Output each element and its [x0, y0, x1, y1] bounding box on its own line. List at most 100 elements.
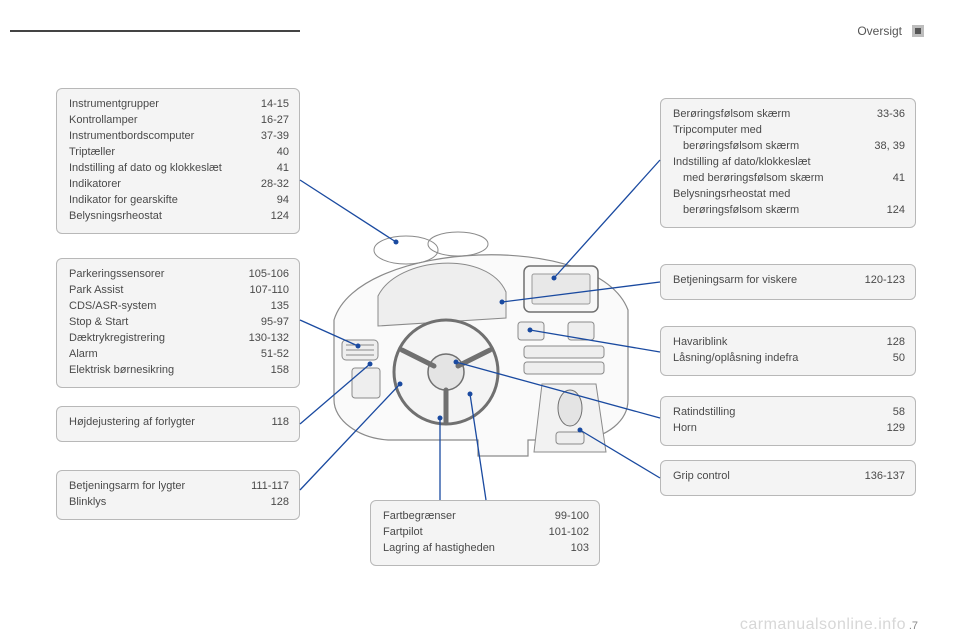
index-pages: 33-36: [857, 107, 905, 123]
index-label: Alarm: [69, 347, 110, 363]
index-label: Instrumentgrupper: [69, 97, 171, 113]
index-row: Kontrollamper 16-27: [69, 113, 289, 129]
index-row: Lagring af hastigheden 103: [383, 541, 589, 557]
index-row: Stop & Start95-97: [69, 315, 289, 331]
top-rule: [10, 30, 300, 32]
index-label: Elektrisk børnesikring: [69, 363, 186, 379]
index-label: Belysningsrheostat med: [673, 187, 802, 203]
index-label: med berøringsfølsom skærm: [673, 171, 836, 187]
index-row: Elektrisk børnesikring 158: [69, 363, 289, 379]
index-pages: 128: [241, 495, 289, 511]
index-row: Grip control 136-137: [673, 469, 905, 485]
index-pages: 16-27: [241, 113, 289, 129]
index-label: Dæktrykregistrering: [69, 331, 177, 347]
index-row: Indikator for gearskifte94: [69, 193, 289, 209]
index-pages: 103: [541, 541, 589, 557]
index-label: Kontrollamper: [69, 113, 149, 129]
index-row: Triptæller 40: [69, 145, 289, 161]
index-pages: 105-106: [241, 267, 289, 283]
index-row: CDS/ASR-system135: [69, 299, 289, 315]
index-row: Dæktrykregistrering 130-132: [69, 331, 289, 347]
index-row: Betjeningsarm for viskere 120-123: [673, 273, 905, 289]
index-row: Havariblink128: [673, 335, 905, 351]
index-label: Triptæller: [69, 145, 127, 161]
index-label: berøringsfølsom skærm: [673, 139, 811, 155]
page-title: Oversigt: [857, 24, 902, 38]
index-pages: [857, 155, 905, 171]
watermark: carmanualsonline.info: [740, 616, 906, 634]
index-pages: 118: [241, 415, 289, 431]
index-row: Alarm 51-52: [69, 347, 289, 363]
box-hazard-locking: Havariblink128Låsning/oplåsning indefra 5…: [660, 326, 916, 376]
index-row: Berøringsfølsom skærm 33-36: [673, 107, 905, 123]
index-row: Belysningsrheostat med: [673, 187, 905, 203]
index-label: Fartbegrænser: [383, 509, 468, 525]
index-label: Horn: [673, 421, 709, 437]
index-pages: 136-137: [857, 469, 905, 485]
index-row: Indstilling af dato/klokkeslæt: [673, 155, 905, 171]
index-row: Horn 129: [673, 421, 905, 437]
index-pages: 158: [241, 363, 289, 379]
index-pages: 50: [857, 351, 905, 367]
index-pages: 37-39: [241, 129, 289, 145]
index-pages: 107-110: [241, 283, 289, 299]
index-label: Låsning/oplåsning indefra: [673, 351, 810, 367]
index-row: berøringsfølsom skærm 38, 39: [673, 139, 905, 155]
index-pages: 28-32: [241, 177, 289, 193]
index-pages: 40: [241, 145, 289, 161]
index-label: Fartpilot: [383, 525, 435, 541]
dashboard-illustration: [328, 200, 634, 458]
page-header: Oversigt: [857, 24, 924, 38]
index-row: Låsning/oplåsning indefra 50: [673, 351, 905, 367]
index-row: berøringsfølsom skærm124: [673, 203, 905, 219]
box-light-stalk: Betjeningsarm for lygter111-117Blinklys 1…: [56, 470, 300, 520]
index-pages: 129: [857, 421, 905, 437]
index-pages: 124: [857, 203, 905, 219]
index-pages: 101-102: [541, 525, 589, 541]
index-label: Ratindstilling: [673, 405, 747, 421]
index-pages: 135: [241, 299, 289, 315]
index-label: Instrumentbordscomputer: [69, 129, 206, 145]
index-label: Blinklys: [69, 495, 118, 511]
index-pages: 120-123: [857, 273, 905, 289]
box-instruments: Instrumentgrupper 14-15 Kontrollamper 16-27…: [56, 88, 300, 234]
index-pages: 14-15: [241, 97, 289, 113]
index-label: Grip control: [673, 469, 742, 485]
index-pages: 124: [241, 209, 289, 225]
index-pages: 130-132: [241, 331, 289, 347]
index-pages: 41: [241, 161, 289, 177]
index-label: Betjeningsarm for viskere: [673, 273, 809, 289]
box-speed-control: Fartbegrænser99-100Fartpilot101-102Lagri…: [370, 500, 600, 566]
index-row: med berøringsfølsom skærm 41: [673, 171, 905, 187]
index-row: Park Assist 107-110: [69, 283, 289, 299]
box-touchscreen: Berøringsfølsom skærm 33-36 Tripcomputer m…: [660, 98, 916, 228]
index-row: Instrumentgrupper 14-15: [69, 97, 289, 113]
index-label: Parkeringssensorer: [69, 267, 176, 283]
index-row: Parkeringssensorer 105-106: [69, 267, 289, 283]
index-row: Belysningsrheostat124: [69, 209, 289, 225]
index-label: Berøringsfølsom skærm: [673, 107, 802, 123]
index-pages: 99-100: [541, 509, 589, 525]
index-row: Betjeningsarm for lygter111-117: [69, 479, 289, 495]
box-wiper-stalk: Betjeningsarm for viskere 120-123: [660, 264, 916, 300]
index-row: Højdejustering af forlygter 118: [69, 415, 289, 431]
index-row: Indstilling af dato og klokkeslæt 41: [69, 161, 289, 177]
index-label: Havariblink: [673, 335, 739, 351]
index-pages: 38, 39: [857, 139, 905, 155]
index-row: Fartbegrænser 99-100: [383, 509, 589, 525]
index-label: Betjeningsarm for lygter: [69, 479, 197, 495]
index-label: Lagring af hastigheden: [383, 541, 507, 557]
index-label: Højdejustering af forlygter: [69, 415, 207, 431]
index-pages: [857, 123, 905, 139]
index-label: Park Assist: [69, 283, 135, 299]
index-label: Stop & Start: [69, 315, 140, 331]
page-number: .7: [909, 620, 918, 632]
box-headlamp-height: Højdejustering af forlygter 118: [56, 406, 300, 442]
index-row: Tripcomputer med: [673, 123, 905, 139]
index-label: Tripcomputer med: [673, 123, 774, 139]
index-pages: 51-52: [241, 347, 289, 363]
section-marker-icon: [912, 25, 924, 37]
index-pages: 41: [857, 171, 905, 187]
index-label: Indikatorer: [69, 177, 133, 193]
index-label: Indstilling af dato og klokkeslæt: [69, 161, 234, 177]
